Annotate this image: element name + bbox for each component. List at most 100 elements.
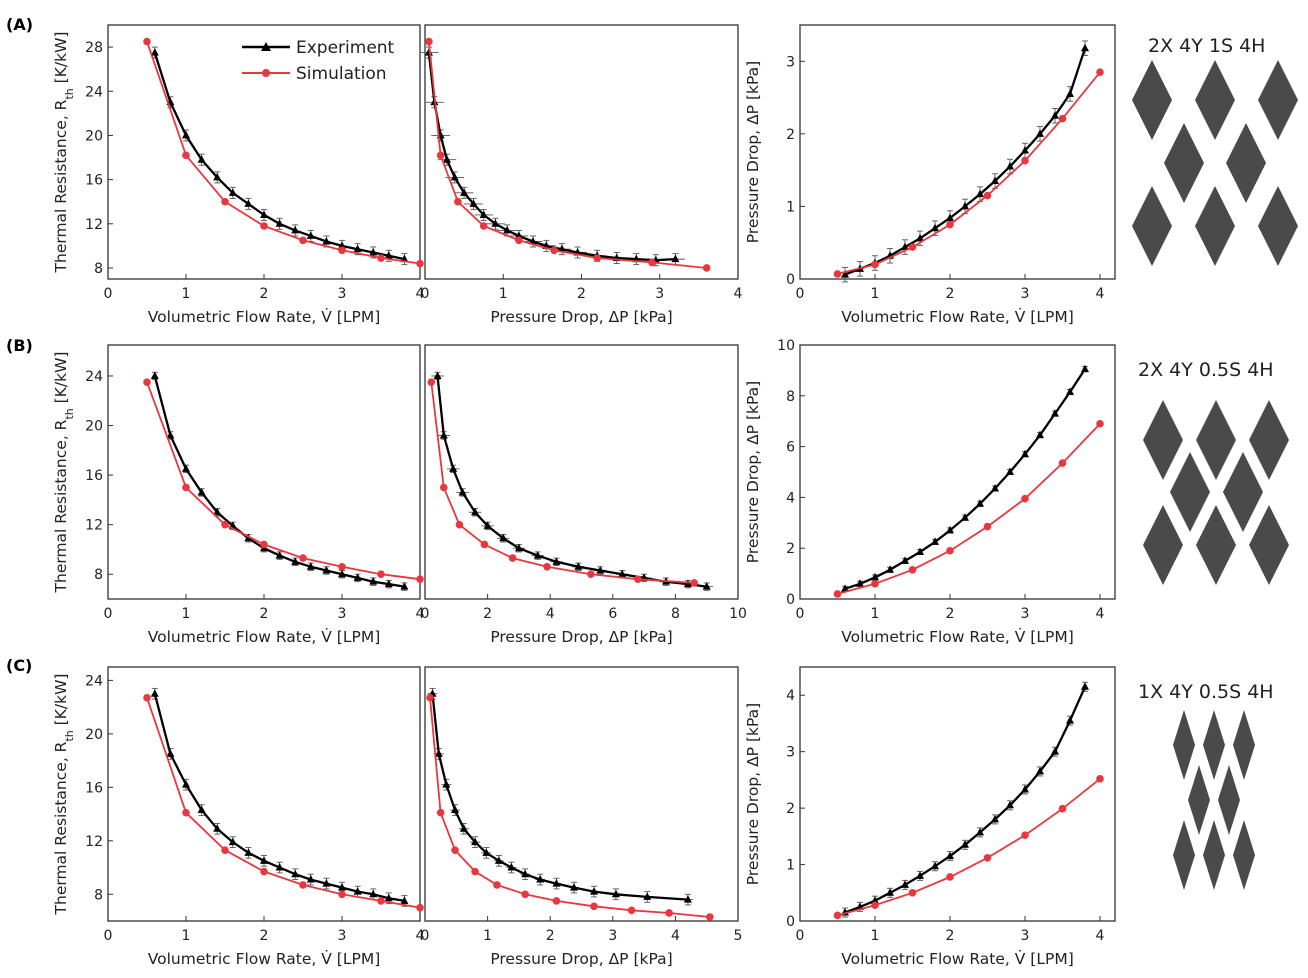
x-tick-label: 0	[104, 928, 113, 944]
x-tick-label: 3	[1021, 928, 1030, 944]
y-tick-label: 0	[786, 914, 795, 930]
experiment-point	[1066, 716, 1074, 724]
x-tick-label: 2	[483, 606, 492, 622]
experiment-point	[442, 155, 451, 163]
simulation-line	[146, 381, 421, 581]
y-tick-label: 20	[85, 419, 103, 435]
experiment-point	[557, 244, 566, 253]
simulation-point	[471, 867, 479, 876]
simulation-line	[146, 41, 421, 265]
simulation-point	[480, 540, 489, 549]
config-label-b: 2X 4Y 0.5S 4H	[1138, 359, 1274, 381]
simulation-point	[648, 258, 656, 267]
experiment-point	[260, 210, 268, 218]
simulation-point	[833, 590, 842, 598]
x-tick-label: 1	[483, 928, 492, 944]
simulation-series	[143, 37, 424, 268]
x-tick-label: 10	[729, 606, 747, 622]
diamond-pin	[1226, 123, 1266, 203]
x-tick-label: 4	[1096, 286, 1105, 302]
experiment-point	[991, 484, 999, 492]
y-tick-label: 0	[786, 592, 795, 608]
simulation-point	[436, 151, 445, 160]
diamond-pin	[1170, 452, 1210, 532]
experiment-point	[451, 805, 460, 814]
x-tick-label: 3	[608, 928, 617, 944]
simulation-point	[436, 808, 445, 817]
pin-pattern-a	[1132, 60, 1298, 266]
simulation-point	[479, 222, 488, 230]
experiment-point	[353, 244, 362, 253]
simulation-point	[550, 246, 558, 255]
y-tick-label: 1	[786, 199, 795, 215]
simulation-point	[1058, 804, 1067, 813]
diamond-pin	[1143, 505, 1183, 585]
y-tick-label: 12	[85, 217, 103, 233]
experiment-point	[369, 889, 378, 898]
y-axis-label: Thermal Resistance, Rth [K/kW]	[52, 352, 76, 594]
y-tick-label: 10	[777, 338, 795, 354]
simulation-point	[143, 378, 151, 386]
simulation-point	[690, 579, 698, 587]
x-tick-label: 1	[871, 606, 880, 622]
x-tick-label: 2	[946, 928, 955, 944]
simulation-point	[521, 890, 529, 899]
experiment-line	[431, 693, 688, 901]
x-tick-label: 1	[182, 286, 191, 302]
x-tick-label: 8	[671, 606, 680, 622]
x-tick-label: 1	[871, 928, 880, 944]
experiment-point	[491, 219, 500, 227]
diamond-pin	[1195, 60, 1235, 140]
diamond-pin	[1164, 123, 1204, 203]
experiment-point	[459, 824, 468, 832]
diamond-pin	[1173, 820, 1195, 890]
simulation-point	[377, 570, 385, 579]
simulation-point	[1096, 774, 1104, 783]
experiment-series	[150, 371, 409, 591]
simulation-point	[338, 890, 346, 899]
y-tick-label: 2	[786, 127, 795, 143]
experiment-point	[931, 223, 939, 232]
experiment-point	[338, 241, 346, 249]
experiment-series	[841, 40, 1089, 283]
plot-frame	[107, 344, 421, 600]
simulation-point	[593, 254, 601, 262]
simulation-point	[260, 222, 268, 230]
experiment-series	[150, 46, 409, 266]
experiment-point	[400, 582, 409, 590]
x-tick-label: 3	[338, 928, 347, 944]
experiment-point	[291, 225, 300, 234]
experiment-point	[182, 130, 190, 139]
experiment-line	[844, 686, 1087, 914]
experiment-point	[384, 893, 393, 902]
experiment-line	[844, 47, 1087, 276]
chart-panel-a2: 0 1 2 3 4 Pressure Drop, ΔP [kPa]	[419, 24, 743, 326]
experiment-point	[338, 569, 346, 578]
experiment-point	[503, 225, 512, 234]
diamond-pin	[1188, 765, 1210, 835]
experiment-point	[841, 584, 849, 592]
experiment-point	[338, 883, 346, 891]
experiment-point	[611, 889, 620, 898]
y-tick-label: 24	[85, 84, 103, 100]
experiment-point	[460, 188, 469, 196]
legend-simulation-marker	[262, 69, 270, 77]
experiment-point	[482, 848, 491, 856]
simulation-point	[634, 575, 642, 583]
simulation-point	[946, 220, 954, 229]
simulation-series	[143, 378, 424, 583]
simulation-series	[143, 693, 424, 912]
simulation-point	[833, 911, 842, 920]
diamond-pin	[1249, 505, 1289, 585]
y-axis-label: Thermal Resistance, Rth [K/kW]	[52, 32, 76, 274]
plot-frame	[799, 344, 1116, 600]
simulation-point	[299, 881, 307, 889]
experiment-point	[976, 189, 984, 198]
x-tick-label: 0	[796, 606, 805, 622]
experiment-point	[1036, 766, 1044, 775]
x-tick-label: 3	[338, 286, 347, 302]
